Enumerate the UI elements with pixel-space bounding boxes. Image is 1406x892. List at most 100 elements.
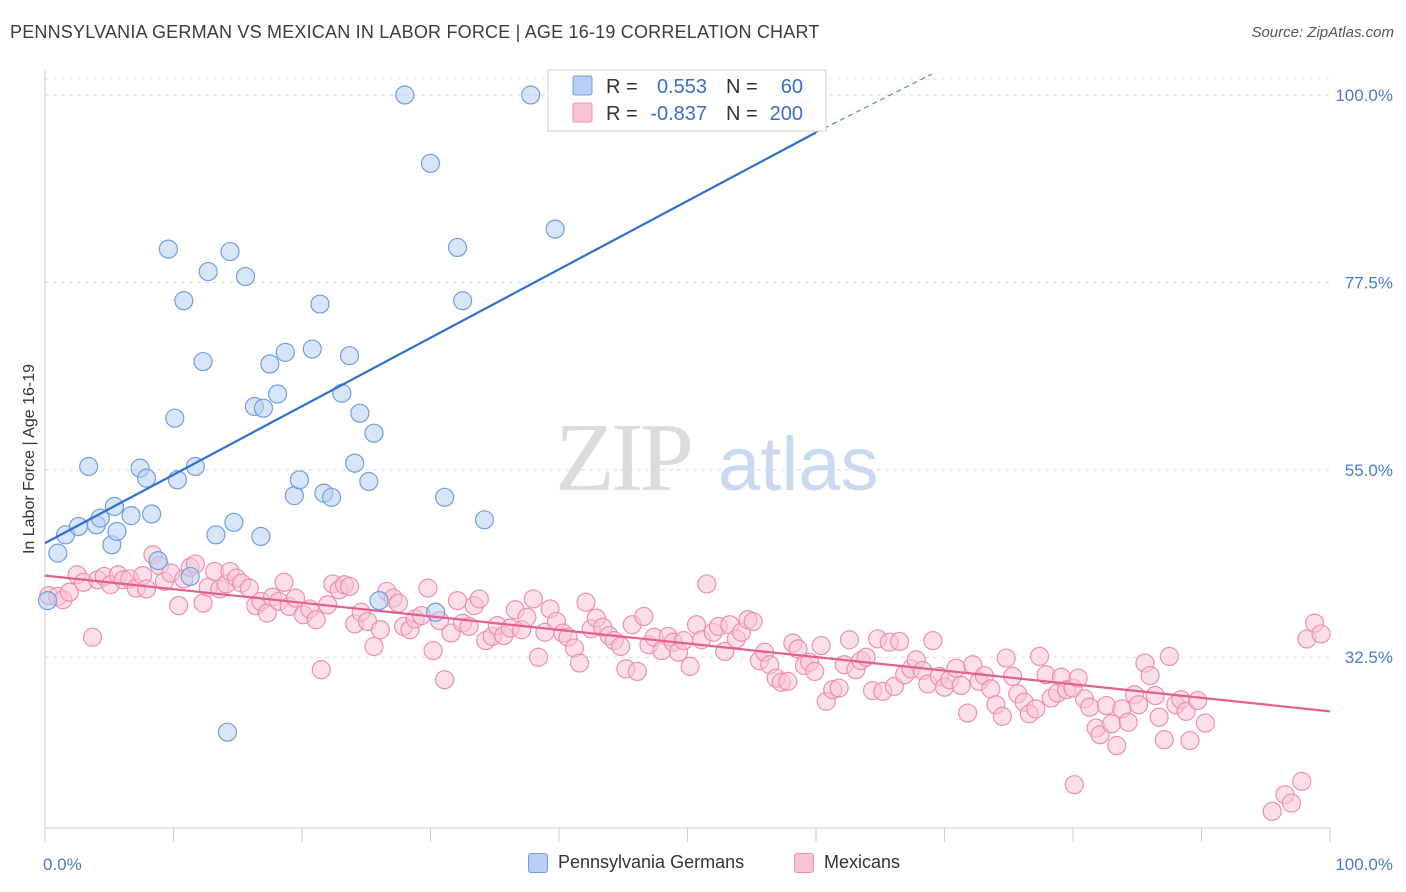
pennsylvania-germans-point xyxy=(251,526,271,547)
pennsylvania-germans-point xyxy=(180,566,200,587)
mexicans-point xyxy=(82,627,103,647)
mexicans-point xyxy=(1188,690,1208,711)
mexicans-point xyxy=(528,647,549,667)
stats-r-value: 0.553 xyxy=(657,76,707,98)
bottom-legend: Pennsylvania Germans Mexicans xyxy=(0,852,1406,878)
pennsylvania-germans-point xyxy=(79,456,99,477)
mexicans-point xyxy=(1180,730,1200,751)
stats-swatch xyxy=(572,75,593,96)
mexicans-point xyxy=(274,572,294,592)
stats-n-label: N = xyxy=(726,76,758,98)
y-tick-label: 55.0% xyxy=(1345,461,1393,480)
mexicans-point xyxy=(1064,775,1084,795)
y-tick-label: 32.5% xyxy=(1345,648,1393,667)
pennsylvania-germans-point xyxy=(260,354,280,374)
mexicans-point xyxy=(805,661,825,682)
y-tick-label: 77.5% xyxy=(1345,273,1393,292)
pennsylvania-germans-point xyxy=(310,294,330,314)
stats-r-label: R = xyxy=(606,103,638,125)
mexicans-point xyxy=(1311,624,1331,644)
mexicans-point xyxy=(697,574,717,594)
data-points xyxy=(37,85,1331,821)
mexicans-point xyxy=(364,636,384,657)
pennsylvania-germans-point xyxy=(289,470,310,490)
pennsylvania-germans-point xyxy=(206,525,226,545)
pennsylvania-germans-point xyxy=(359,471,379,492)
mexicans-point xyxy=(423,640,443,661)
pennsylvania-germans-point xyxy=(395,85,415,105)
mexicans-point xyxy=(634,606,654,627)
pennsylvania-germans-point xyxy=(369,590,389,611)
pennsylvania-germans-point xyxy=(253,398,274,418)
pennsylvania-germans-point xyxy=(350,403,370,423)
mexicans-point xyxy=(370,620,390,640)
mexicans-point xyxy=(951,675,971,696)
pennsylvania-germans-point xyxy=(220,241,240,262)
pennsylvania-germans-point xyxy=(521,85,541,105)
y-tick-label: 100.0% xyxy=(1335,86,1393,105)
mexicans-point xyxy=(996,648,1016,668)
mexicans-point xyxy=(517,607,537,627)
pennsylvania-germans-point xyxy=(174,291,194,311)
mexicans-point xyxy=(946,658,966,678)
mexicans-point xyxy=(611,636,631,657)
mexicans-point xyxy=(1026,699,1046,719)
stats-r-value: -0.837 xyxy=(650,103,707,125)
pennsylvania-germans-point xyxy=(332,383,352,403)
pennsylvania-germans-point xyxy=(267,384,288,404)
mexicans-point xyxy=(435,670,455,690)
mexicans-point xyxy=(1128,695,1149,715)
legend-swatch xyxy=(794,852,814,873)
x-tick-label-left: 0.0% xyxy=(43,855,82,874)
mexicans-point xyxy=(889,631,910,652)
mexicans-point xyxy=(674,630,694,651)
pennsylvania-germans-point xyxy=(339,346,360,366)
watermark-zip: ZIP xyxy=(555,404,690,512)
pennsylvania-germans-point xyxy=(185,456,205,477)
mexicans-point xyxy=(447,590,468,611)
mexicans-point xyxy=(1159,646,1179,667)
pennsylvania-germans-point xyxy=(142,504,162,524)
stats-n-label: N = xyxy=(726,103,758,125)
mexicans-point xyxy=(788,639,808,659)
pennsylvania-germans-point xyxy=(545,219,565,239)
pennsylvania-germans-point xyxy=(107,521,127,542)
mexicans-point xyxy=(811,635,831,656)
mexicans-point xyxy=(992,706,1012,726)
pennsylvania-germans-point xyxy=(447,237,468,258)
axes xyxy=(44,70,1331,842)
x-tick-label-right: 100.0% xyxy=(1335,855,1393,874)
pennsylvania-germans-point xyxy=(158,239,178,259)
mexicans-point xyxy=(576,592,596,612)
stats-r-label: R = xyxy=(606,76,638,98)
stats-legend: R = 0.553 N = 60 R = -0.837 N = 200 xyxy=(547,69,827,132)
pennsylvania-germans-point xyxy=(364,423,384,443)
mexicans-trend-line xyxy=(44,574,1331,713)
pennsylvania-germans-point xyxy=(165,408,185,428)
mexicans-point xyxy=(169,595,189,616)
mexicans-point xyxy=(1154,730,1174,750)
watermark: ZIP atlas xyxy=(555,404,879,512)
mexicans-point xyxy=(59,582,80,602)
mexicans-point xyxy=(923,630,943,651)
mexicans-point xyxy=(418,578,438,598)
mexicans-point xyxy=(958,703,978,723)
mexicans-point xyxy=(569,653,590,673)
pennsylvania-germans-point xyxy=(217,722,238,742)
mexicans-point xyxy=(1149,707,1169,727)
mexicans-point xyxy=(469,589,489,609)
y-axis-label: In Labor Force | Age 16-19 xyxy=(21,364,38,554)
legend-item-pennsylvania-germans: Pennsylvania Germans xyxy=(528,852,744,873)
pennsylvania-germans-point xyxy=(275,342,295,362)
stats-swatch xyxy=(572,102,593,123)
pennsylvania-germans-point xyxy=(345,453,365,473)
pennsylvania-germans-trend-extension xyxy=(815,73,932,133)
pennsylvania-germans-point xyxy=(48,543,68,563)
pennsylvania-germans-trend-line xyxy=(44,131,817,545)
mexicans-point xyxy=(1140,665,1160,686)
pennsylvania-germans-point xyxy=(224,512,244,532)
legend-label: Pennsylvania Germans xyxy=(558,852,745,872)
pennsylvania-germans-point xyxy=(193,351,213,372)
mexicans-point xyxy=(1118,712,1138,732)
